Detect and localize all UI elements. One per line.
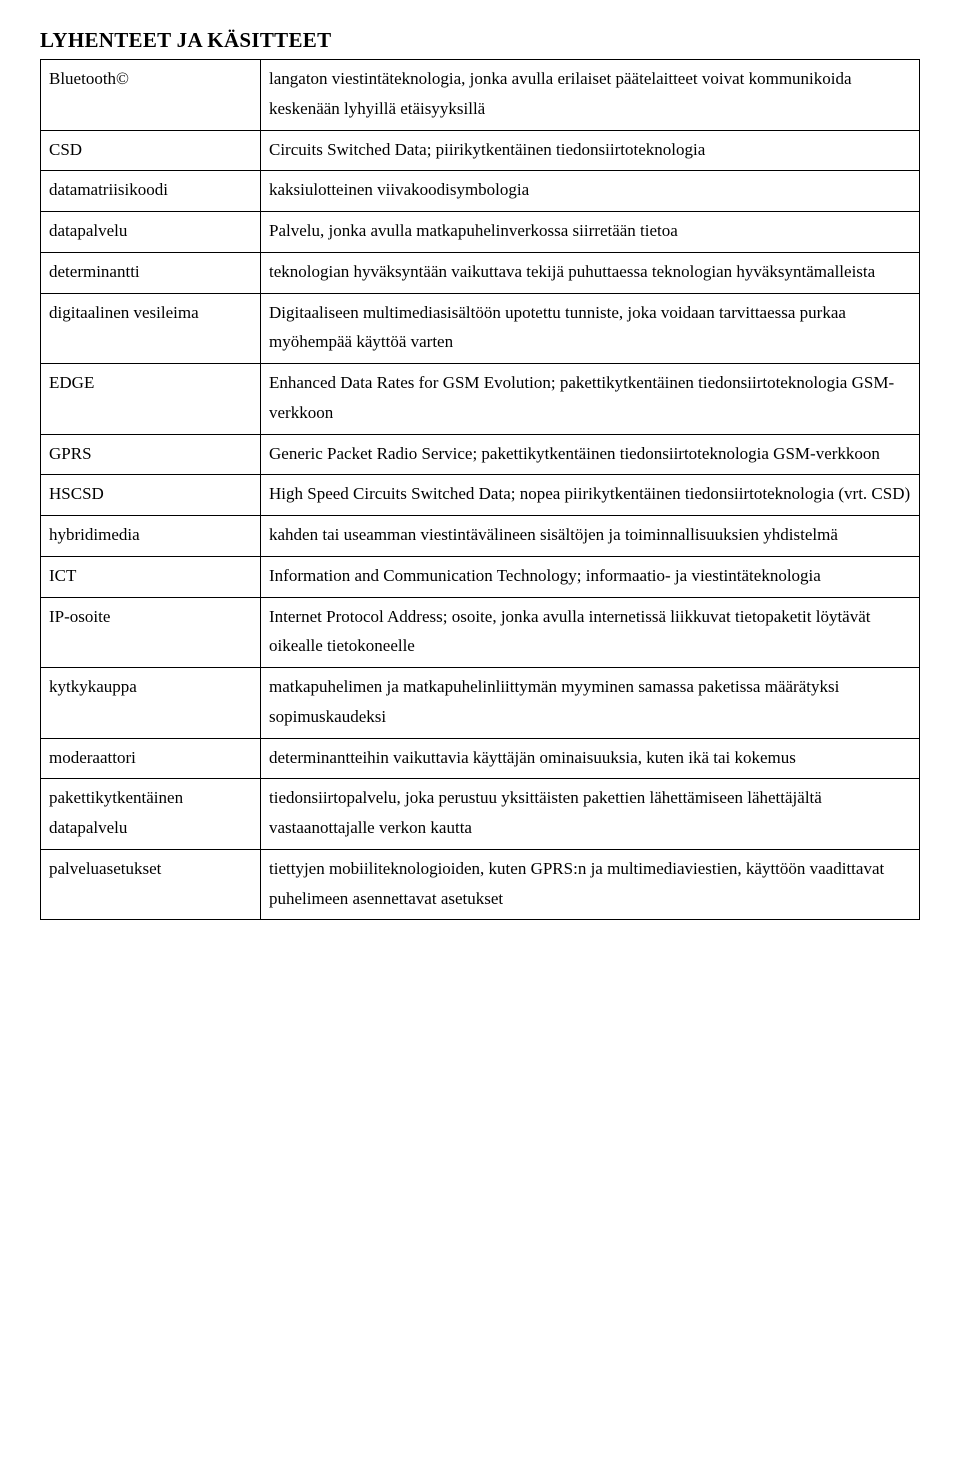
table-row: GPRSGeneric Packet Radio Service; pakett… (41, 434, 920, 475)
term-cell: EDGE (41, 364, 261, 435)
definition-cell: Generic Packet Radio Service; pakettikyt… (261, 434, 920, 475)
definition-cell: kahden tai useamman viestintävälineen si… (261, 516, 920, 557)
definition-cell: teknologian hyväksyntään vaikuttava teki… (261, 252, 920, 293)
table-row: CSDCircuits Switched Data; piirikytkentä… (41, 130, 920, 171)
term-cell: IP-osoite (41, 597, 261, 668)
table-row: pakettikytkentäinen datapalvelutiedonsii… (41, 779, 920, 850)
definition-cell: Information and Communication Technology… (261, 556, 920, 597)
definition-cell: Digitaaliseen multimediasisältöön upotet… (261, 293, 920, 364)
definition-cell: Internet Protocol Address; osoite, jonka… (261, 597, 920, 668)
definition-cell: Circuits Switched Data; piirikytkentäine… (261, 130, 920, 171)
table-row: ICTInformation and Communication Technol… (41, 556, 920, 597)
definition-cell: tiedonsiirtopalvelu, joka perustuu yksit… (261, 779, 920, 850)
table-row: Bluetooth©langaton viestintäteknologia, … (41, 60, 920, 131)
glossary-table: Bluetooth©langaton viestintäteknologia, … (40, 59, 920, 920)
term-cell: CSD (41, 130, 261, 171)
definition-cell: determinantteihin vaikuttavia käyttäjän … (261, 738, 920, 779)
term-cell: GPRS (41, 434, 261, 475)
term-cell: datamatriisikoodi (41, 171, 261, 212)
term-cell: moderaattori (41, 738, 261, 779)
table-row: datamatriisikoodikaksiulotteinen viivako… (41, 171, 920, 212)
table-row: IP-osoiteInternet Protocol Address; osoi… (41, 597, 920, 668)
table-row: moderaattorideterminantteihin vaikuttavi… (41, 738, 920, 779)
term-cell: determinantti (41, 252, 261, 293)
term-cell: hybridimedia (41, 516, 261, 557)
table-row: hybridimediakahden tai useamman viestint… (41, 516, 920, 557)
term-cell: digitaalinen vesileima (41, 293, 261, 364)
page-title: LYHENTEET JA KÄSITTEET (40, 28, 920, 53)
definition-cell: tiettyjen mobiiliteknologioiden, kuten G… (261, 849, 920, 920)
table-row: determinanttiteknologian hyväksyntään va… (41, 252, 920, 293)
table-row: HSCSDHigh Speed Circuits Switched Data; … (41, 475, 920, 516)
definition-cell: High Speed Circuits Switched Data; nopea… (261, 475, 920, 516)
glossary-body: Bluetooth©langaton viestintäteknologia, … (41, 60, 920, 920)
term-cell: datapalvelu (41, 212, 261, 253)
term-cell: palveluasetukset (41, 849, 261, 920)
table-row: palveluasetuksettiettyjen mobiiliteknolo… (41, 849, 920, 920)
definition-cell: matkapuhelimen ja matkapuhelinliittymän … (261, 668, 920, 739)
table-row: kytkykauppamatkapuhelimen ja matkapuheli… (41, 668, 920, 739)
term-cell: kytkykauppa (41, 668, 261, 739)
definition-cell: Palvelu, jonka avulla matkapuhelinverkos… (261, 212, 920, 253)
term-cell: HSCSD (41, 475, 261, 516)
definition-cell: Enhanced Data Rates for GSM Evolution; p… (261, 364, 920, 435)
definition-cell: kaksiulotteinen viivakoodisymbologia (261, 171, 920, 212)
term-cell: ICT (41, 556, 261, 597)
term-cell: Bluetooth© (41, 60, 261, 131)
table-row: EDGEEnhanced Data Rates for GSM Evolutio… (41, 364, 920, 435)
table-row: datapalveluPalvelu, jonka avulla matkapu… (41, 212, 920, 253)
term-cell: pakettikytkentäinen datapalvelu (41, 779, 261, 850)
table-row: digitaalinen vesileimaDigitaaliseen mult… (41, 293, 920, 364)
definition-cell: langaton viestintäteknologia, jonka avul… (261, 60, 920, 131)
